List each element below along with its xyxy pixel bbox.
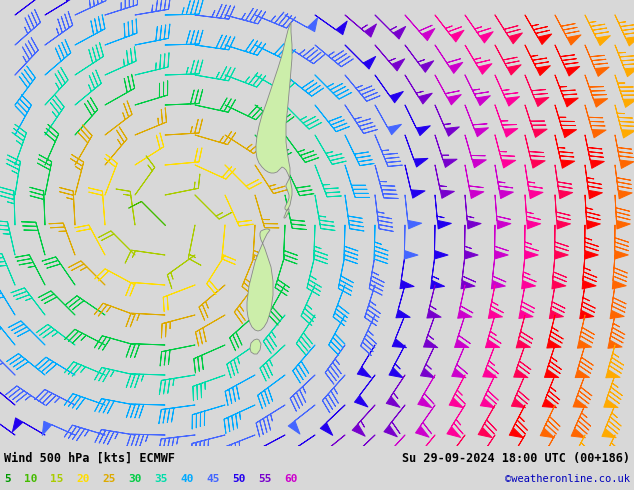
Text: Su 29-09-2024 18:00 UTC (00+186): Su 29-09-2024 18:00 UTC (00+186): [402, 452, 630, 465]
Text: 45: 45: [206, 474, 219, 484]
Text: 35: 35: [154, 474, 167, 484]
Polygon shape: [247, 229, 273, 331]
Text: 5: 5: [4, 474, 11, 484]
Text: 60: 60: [284, 474, 297, 484]
Text: 10: 10: [24, 474, 37, 484]
Text: 15: 15: [50, 474, 63, 484]
Text: 20: 20: [76, 474, 89, 484]
Text: 25: 25: [102, 474, 115, 484]
Text: 50: 50: [232, 474, 245, 484]
Text: 55: 55: [258, 474, 271, 484]
Text: 30: 30: [128, 474, 141, 484]
Text: Wind 500 hPa [kts] ECMWF: Wind 500 hPa [kts] ECMWF: [4, 452, 175, 465]
Text: 40: 40: [180, 474, 193, 484]
Text: ©weatheronline.co.uk: ©weatheronline.co.uk: [505, 474, 630, 484]
Polygon shape: [256, 22, 292, 218]
Polygon shape: [250, 339, 261, 354]
